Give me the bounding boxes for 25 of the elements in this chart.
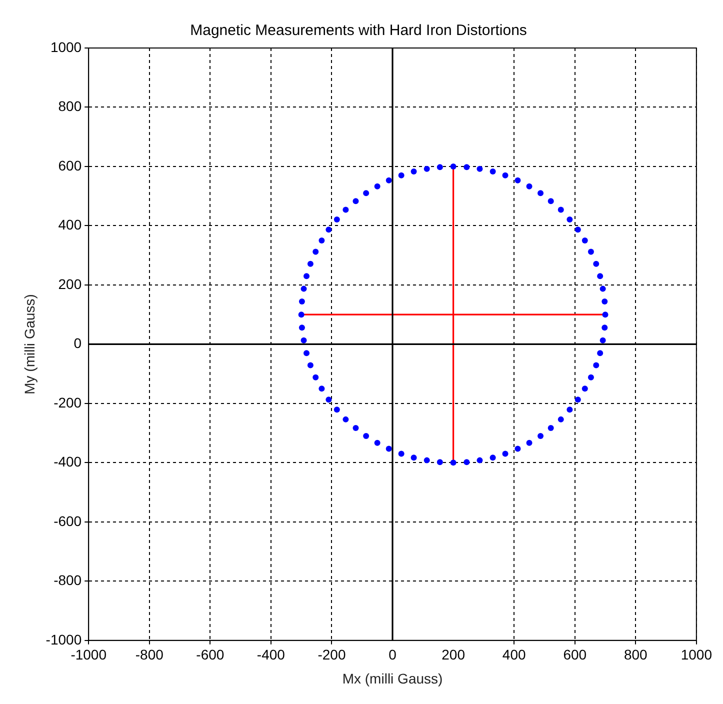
y-tick-label: 0 <box>74 335 82 352</box>
y-tick-label: -200 <box>54 394 82 410</box>
y-tick-label: 200 <box>58 276 82 292</box>
y-tick-label: 600 <box>58 157 82 174</box>
x-tick-label: 200 <box>442 646 466 663</box>
x-tick-label: 1000 <box>680 646 712 663</box>
x-tick-label: -1000 <box>70 646 107 663</box>
x-tick-label: 800 <box>624 646 648 663</box>
x-tick-label: 600 <box>563 646 587 663</box>
chart-title: Magnetic Measurements with Hard Iron Distortions <box>190 22 527 40</box>
x-tick-label: 400 <box>502 646 526 663</box>
x-tick-label: -400 <box>256 646 286 663</box>
y-tick-label: 1000 <box>50 38 82 55</box>
y-tick-label: -1000 <box>46 631 82 648</box>
x-tick-label: -200 <box>318 646 346 663</box>
y-axis-title: My (milli Gauss) <box>21 294 38 394</box>
x-axis-title: Mx (milli Gauss) <box>342 670 443 686</box>
y-tick-label: -600 <box>54 512 82 529</box>
y-tick-label: 800 <box>58 98 82 114</box>
x-tick-label: -600 <box>196 646 224 663</box>
x-tick-label: 0 <box>388 646 397 663</box>
y-tick-label: 400 <box>58 216 82 233</box>
y-tick-label: -400 <box>54 454 82 470</box>
x-tick-label: -800 <box>135 646 164 663</box>
y-tick-label: -800 <box>54 572 82 588</box>
